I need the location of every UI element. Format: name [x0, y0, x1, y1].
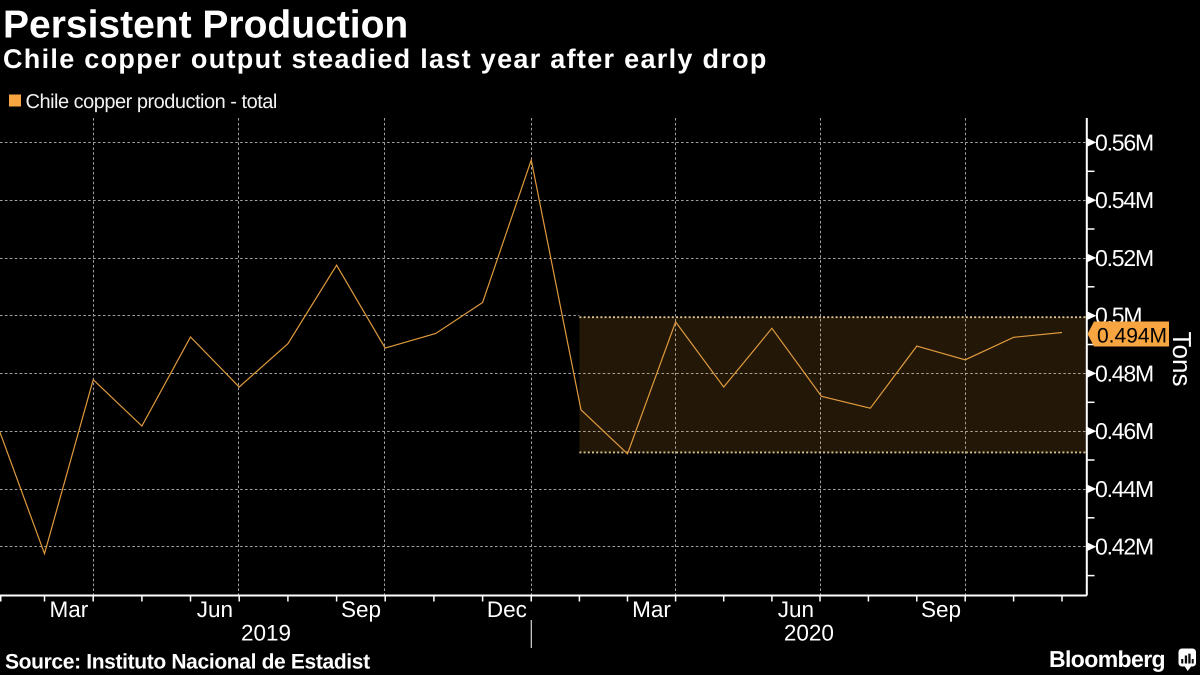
- svg-text:Sep: Sep: [921, 597, 961, 622]
- svg-text:Dec: Dec: [487, 597, 527, 622]
- svg-text:Sep: Sep: [341, 597, 381, 622]
- svg-text:0.52M: 0.52M: [1095, 245, 1153, 271]
- svg-text:Jun: Jun: [778, 597, 814, 622]
- svg-text:0.44M: 0.44M: [1095, 476, 1153, 502]
- svg-text:0.54M: 0.54M: [1095, 187, 1153, 213]
- svg-text:0.56M: 0.56M: [1095, 129, 1153, 155]
- svg-text:0.48M: 0.48M: [1095, 360, 1153, 386]
- svg-text:Persistent Production: Persistent Production: [3, 4, 408, 47]
- svg-text:Jun: Jun: [197, 597, 233, 622]
- svg-text:Tons: Tons: [1167, 332, 1197, 387]
- svg-text:Mar: Mar: [632, 597, 671, 622]
- svg-text:2020: 2020: [784, 621, 834, 646]
- svg-text:Chile copper production - tota: Chile copper production - total: [26, 91, 277, 113]
- svg-text:0.46M: 0.46M: [1095, 418, 1153, 444]
- svg-text:2019: 2019: [241, 621, 291, 646]
- svg-text:Bloomberg: Bloomberg: [1049, 646, 1165, 672]
- svg-text:Chile copper output steadied l: Chile copper output steadied last year a…: [3, 44, 768, 74]
- svg-text:Source: Instituto Nacional de: Source: Instituto Nacional de Estadist: [5, 651, 370, 674]
- svg-text:0.42M: 0.42M: [1095, 534, 1153, 560]
- svg-text:0.494M: 0.494M: [1097, 325, 1167, 348]
- svg-text:Mar: Mar: [50, 597, 89, 622]
